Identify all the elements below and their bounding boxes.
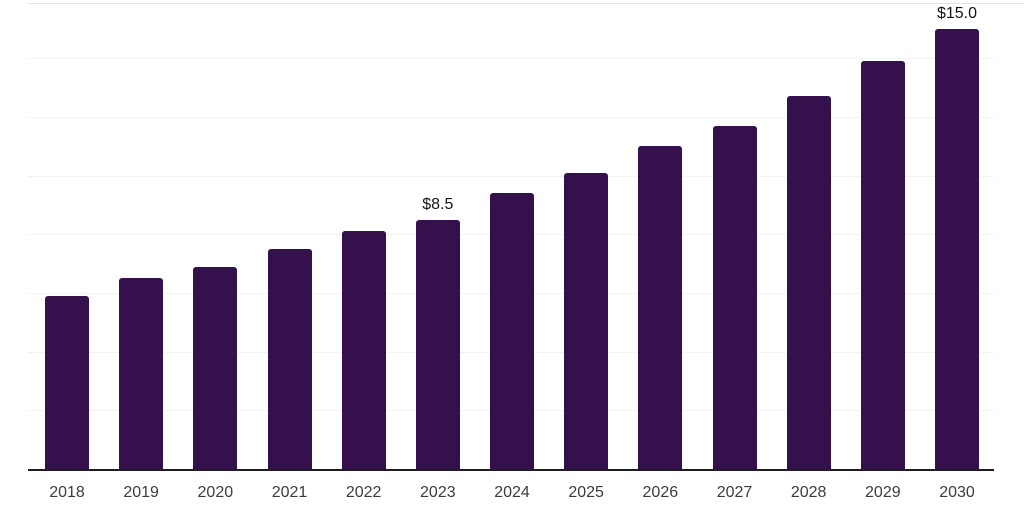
x-axis-label-2021: 2021 <box>271 484 308 501</box>
bar-2024 <box>490 193 534 469</box>
bar-2022 <box>341 231 386 469</box>
bar-value-label-2030: $15.0 <box>936 5 978 22</box>
x-axis-label-2026: 2026 <box>642 484 679 501</box>
x-axis-label-2029: 2029 <box>865 484 901 501</box>
bar-2020 <box>193 266 238 469</box>
gridline <box>28 117 994 118</box>
bar-2023 <box>415 219 460 469</box>
plot-top-border <box>28 3 1024 4</box>
x-axis-label-2022: 2022 <box>345 484 382 501</box>
bar-2025 <box>564 172 609 469</box>
x-axis-label-2023: 2023 <box>420 484 456 501</box>
bar-2021 <box>267 249 312 469</box>
x-axis-label-2030: 2030 <box>939 484 975 501</box>
x-axis-label-2027: 2027 <box>716 484 753 501</box>
gridline <box>28 175 994 177</box>
x-axis-label-2018: 2018 <box>49 484 85 501</box>
bar-2026 <box>638 146 683 469</box>
bar-value-label-2023: $8.5 <box>422 195 454 213</box>
bar-2027 <box>712 125 757 469</box>
x-axis-label-2025: 2025 <box>568 484 604 501</box>
bar-2018 <box>45 295 89 469</box>
x-axis-label-2019: 2019 <box>123 484 159 501</box>
bar-2019 <box>119 278 164 469</box>
x-axis-label-2020: 2020 <box>197 484 234 501</box>
gridline <box>28 58 994 60</box>
bar-2028 <box>786 96 831 469</box>
bar-2029 <box>860 61 905 469</box>
x-axis-label-2024: 2024 <box>494 484 530 501</box>
x-axis-line <box>28 469 994 471</box>
x-axis-label-2028: 2028 <box>790 484 827 501</box>
bar-2030 <box>935 29 979 469</box>
